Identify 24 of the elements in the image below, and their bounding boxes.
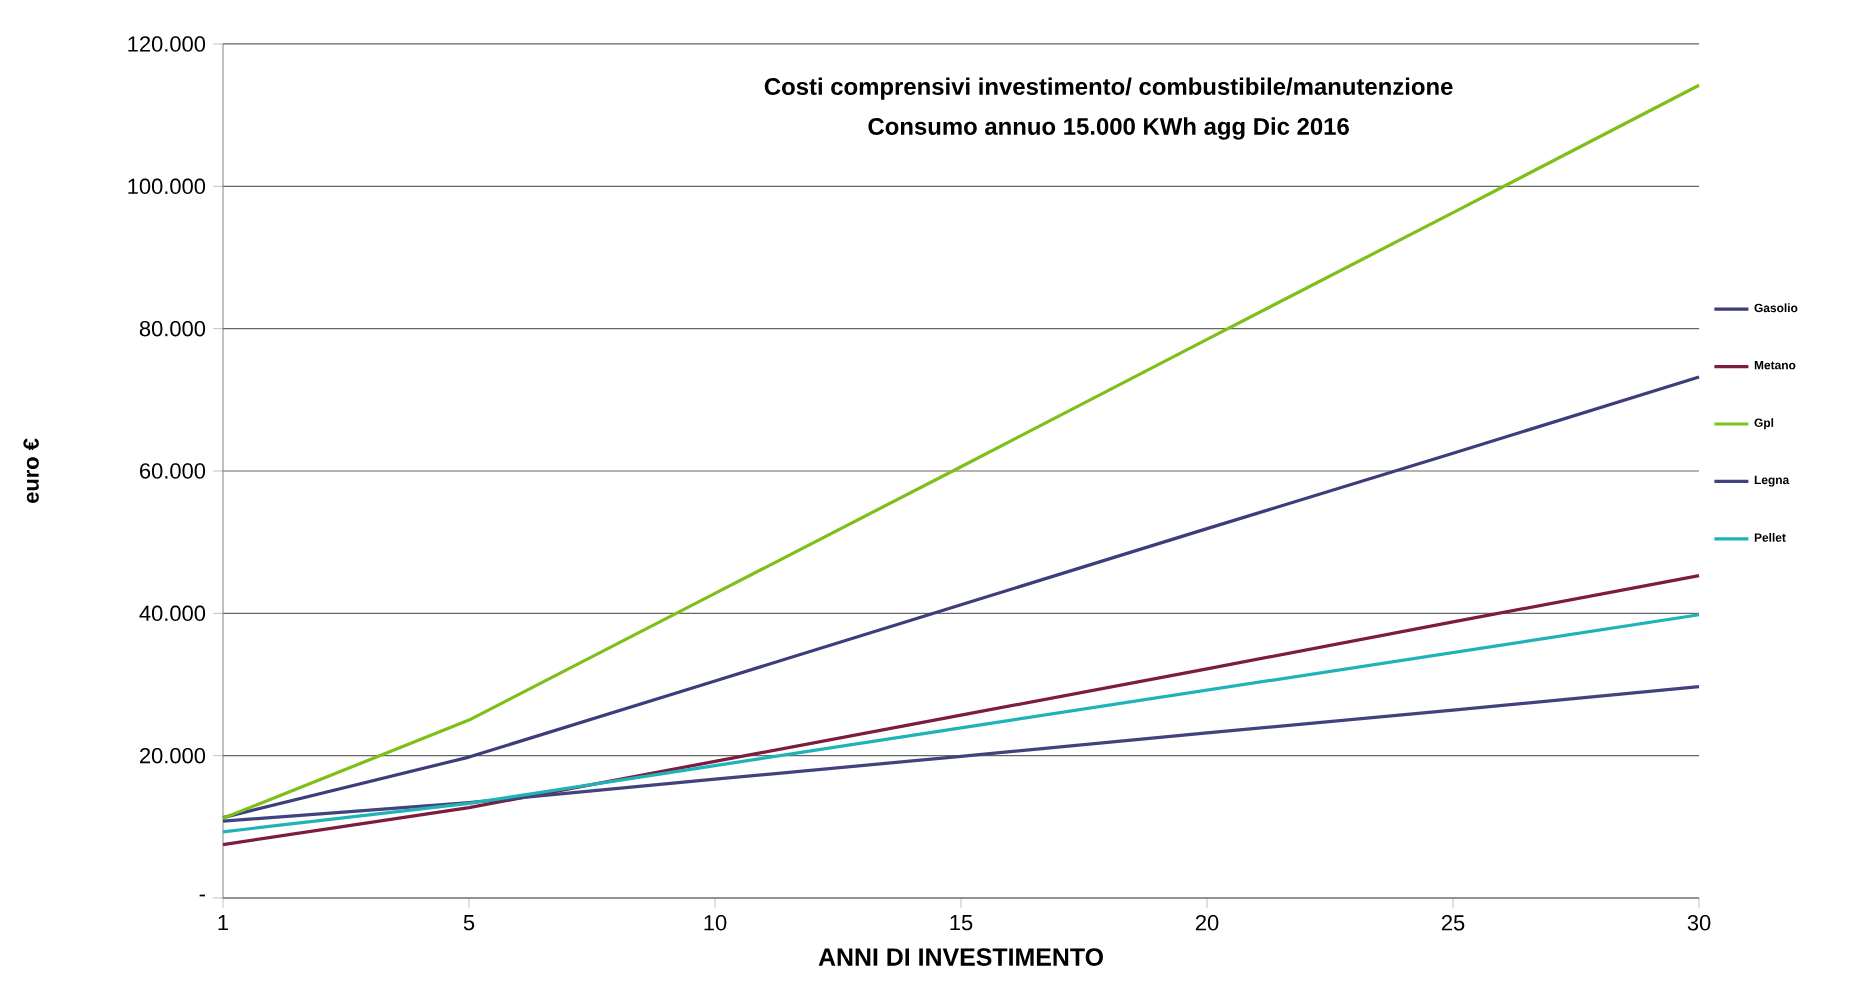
x-tick-label: 5 [463,915,475,931]
x-tick-label: 10 [704,915,727,931]
legend-label: Metano [1754,361,1796,370]
legend-label: Gasolio [1754,303,1798,313]
text: Costi comprensivi investimento/ combustibile/manutenzione [764,77,1453,100]
y-tick-label: - [199,894,205,897]
x-tick-label: 25 [1441,915,1465,931]
x-tick-label: 20 [1195,915,1219,931]
x-tick-label: 1 [218,915,229,931]
y-tick-label: 60.000 [140,463,206,479]
y-tick-label: 100.000 [128,178,206,195]
legend-label: Pellet [1754,532,1786,542]
line-series [221,574,1701,847]
y-tick-label: 120.000 [128,36,206,52]
legend-label: Legna [1754,475,1790,487]
text: Consumo annuo 15.000 KWh agg Dic 2016 [868,117,1349,140]
legend-label: Gpl [1754,418,1774,430]
y-tick-label: 20.000 [140,747,206,764]
x-axis-title: ANNI DI INVESTIMENTO [818,948,1103,966]
x-tick-label: 15 [950,915,973,931]
x-tick-label: 30 [1687,915,1711,931]
y-tick-label: 40.000 [139,605,206,622]
y-axis-title: euro € [23,438,39,504]
y-tick-label: 80.000 [139,320,206,337]
